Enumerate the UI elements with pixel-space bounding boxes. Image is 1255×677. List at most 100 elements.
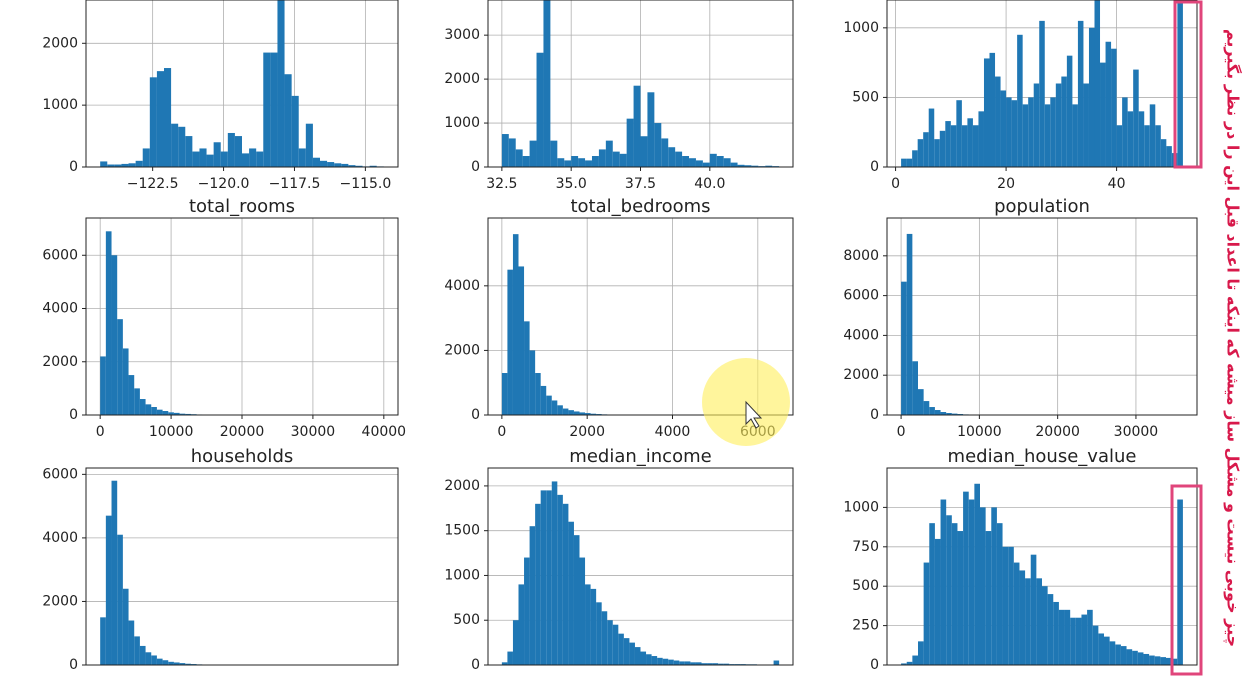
bar [709, 153, 717, 167]
bar [355, 165, 363, 167]
bar [512, 234, 519, 415]
bar [1028, 97, 1034, 167]
bar [1042, 586, 1048, 665]
bar [1109, 641, 1116, 665]
bar [605, 140, 613, 167]
chart-title: median_house_value [948, 446, 1137, 467]
bar [939, 130, 946, 167]
cursor [745, 400, 763, 429]
y-tick-label: 250 [852, 618, 879, 634]
bar [912, 655, 918, 665]
bar [963, 491, 969, 665]
bar [1036, 578, 1042, 665]
bar [1000, 90, 1007, 167]
bar [1127, 111, 1134, 167]
x-tick-label: 0 [96, 424, 105, 440]
bar [114, 164, 122, 167]
bar [284, 74, 292, 167]
bar [612, 151, 620, 167]
bar [968, 499, 975, 665]
bar [640, 136, 648, 167]
bar [185, 136, 193, 167]
bar [142, 148, 150, 167]
bar [1177, 0, 1183, 167]
bar [1149, 655, 1155, 665]
bar [162, 660, 169, 665]
bar [646, 654, 652, 665]
bar [573, 411, 580, 415]
bar [573, 535, 580, 665]
bar [134, 388, 140, 415]
y-tick-label: 2000 [444, 342, 480, 358]
bar [1177, 499, 1183, 665]
y-tick-label: 1000 [444, 567, 480, 583]
bar [227, 132, 235, 167]
bar [551, 400, 558, 415]
bar [334, 163, 342, 167]
bar [596, 602, 602, 665]
bar [723, 663, 730, 665]
y-tick-label: 500 [852, 89, 879, 105]
bar [901, 281, 907, 415]
bar [744, 165, 752, 167]
bar [206, 154, 214, 167]
bar [1116, 125, 1123, 167]
axes-frame [886, 217, 1198, 416]
bar [1143, 653, 1150, 665]
bar [320, 160, 328, 167]
y-tick-label: 500 [852, 578, 879, 594]
y-tick-label: 1500 [444, 523, 480, 539]
plot-area [887, 0, 1197, 167]
bar [122, 348, 129, 415]
bar [220, 151, 228, 167]
bar [1044, 104, 1051, 167]
bar [1017, 34, 1023, 167]
bar [501, 373, 508, 415]
bar [1098, 633, 1104, 665]
y-tick-label: 0 [69, 407, 78, 423]
bar [1011, 100, 1018, 167]
bar [917, 139, 924, 167]
bar [585, 160, 592, 167]
bar [540, 490, 547, 665]
bar [773, 660, 780, 665]
bar [1081, 614, 1088, 665]
axes-frame [487, 467, 794, 666]
bar [156, 658, 163, 665]
bar [585, 584, 591, 665]
chart-title: median_income [569, 446, 711, 467]
chart: 32.5 35.0 37.5 40.0 0 1000 2000 3000 [444, 0, 794, 192]
bar [626, 118, 634, 167]
highlight-box [1173, 0, 1203, 169]
bar [974, 483, 980, 665]
x-tick-label: 20 [997, 176, 1015, 192]
bar [213, 142, 221, 167]
bar [156, 71, 164, 167]
bar [967, 118, 973, 167]
y-tick-label: 2000 [444, 71, 480, 87]
bar [107, 164, 115, 167]
bar [985, 531, 992, 665]
bar [983, 58, 990, 167]
y-tick-label: 6000 [42, 466, 78, 482]
x-tick-label: 40000 [362, 424, 407, 440]
bar [1064, 609, 1071, 665]
bar [156, 409, 163, 415]
bar [585, 413, 591, 415]
bar [564, 160, 572, 167]
y-tick-label: 1000 [843, 20, 879, 36]
bar [1100, 62, 1106, 167]
bar [730, 162, 738, 167]
bar [546, 490, 552, 665]
bar [690, 662, 696, 665]
bar [524, 321, 530, 415]
chart-title: population [994, 196, 1090, 217]
y-tick-label: 1000 [843, 499, 879, 515]
bar [901, 663, 907, 665]
bar [619, 153, 627, 167]
bar [1047, 594, 1054, 665]
bar [1087, 609, 1093, 665]
bar [707, 663, 713, 665]
bar [1066, 55, 1073, 167]
bar [668, 147, 676, 167]
